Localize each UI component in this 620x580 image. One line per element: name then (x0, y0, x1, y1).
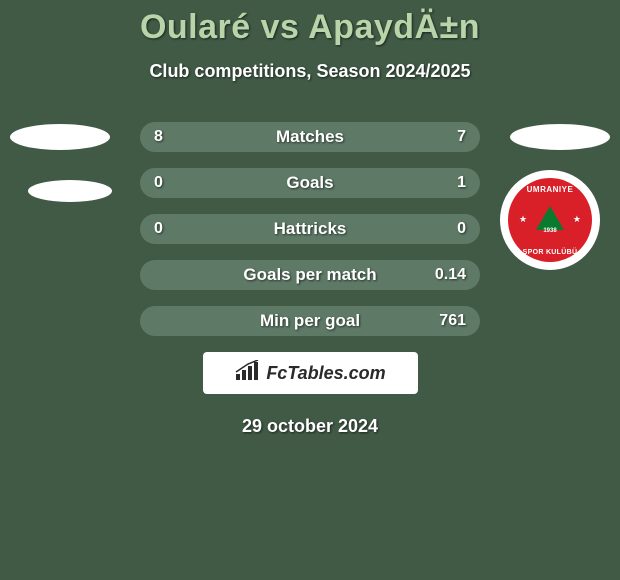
stat-label: Hattricks (274, 219, 347, 239)
stat-right-value: 0.14 (435, 266, 466, 284)
stat-left-value: 0 (154, 220, 163, 238)
stat-right-value: 761 (439, 312, 466, 330)
stat-label: Matches (276, 127, 344, 147)
stat-row-goals: 0 Goals 1 (140, 168, 480, 198)
page-title: Oularé vs ApaydÄ±n (0, 0, 620, 47)
stat-row-min-per-goal: Min per goal 761 (140, 306, 480, 336)
stat-right-value: 1 (457, 174, 466, 192)
stat-label: Goals (286, 173, 333, 193)
stat-row-goals-per-match: Goals per match 0.14 (140, 260, 480, 290)
stat-row-hattricks: 0 Hattricks 0 (140, 214, 480, 244)
stat-row-matches: 8 Matches 7 (140, 122, 480, 152)
stat-right-value: 0 (457, 220, 466, 238)
stat-label: Goals per match (243, 265, 376, 285)
stats-list: 8 Matches 7 0 Goals 1 0 Hattricks 0 Goal… (0, 122, 620, 336)
page-subtitle: Club competitions, Season 2024/2025 (0, 61, 620, 82)
site-logo: FcTables.com (203, 352, 418, 394)
stat-left-value: 0 (154, 174, 163, 192)
logo-text: FcTables.com (266, 363, 385, 384)
date-label: 29 october 2024 (0, 416, 620, 437)
stat-left-value: 8 (154, 128, 163, 146)
stat-label: Min per goal (260, 311, 360, 331)
comparison-infographic: Oularé vs ApaydÄ±n Club competitions, Se… (0, 0, 620, 580)
bar-chart-icon (234, 360, 260, 387)
stat-right-value: 7 (457, 128, 466, 146)
